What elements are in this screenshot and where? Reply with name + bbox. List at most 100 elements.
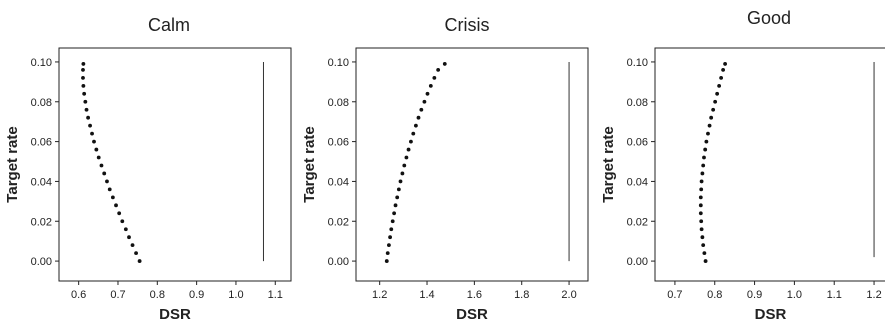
y-tick-label: 0.02 bbox=[627, 216, 648, 228]
panel-title: Calm bbox=[148, 15, 190, 35]
data-point bbox=[698, 211, 703, 216]
y-tick-label: 0.04 bbox=[31, 176, 52, 188]
data-point bbox=[699, 219, 704, 224]
data-point bbox=[81, 62, 86, 66]
plot-frame bbox=[355, 47, 589, 282]
x-tick-label: 1.1 bbox=[268, 289, 283, 301]
data-point bbox=[84, 107, 89, 112]
x-tick-label: 1.2 bbox=[866, 289, 881, 301]
data-point bbox=[703, 147, 708, 152]
y-tick-label: 0.00 bbox=[31, 256, 52, 268]
data-point bbox=[711, 107, 716, 112]
y-tick-label: 0.02 bbox=[328, 216, 349, 228]
y-tick-label: 0.10 bbox=[328, 57, 349, 69]
data-point bbox=[409, 139, 413, 144]
data-point bbox=[704, 139, 709, 144]
data-point bbox=[419, 107, 424, 112]
data-point bbox=[83, 99, 88, 104]
y-axis-label: Target rate bbox=[4, 126, 21, 202]
panel-title: Crisis bbox=[445, 15, 490, 35]
data-point bbox=[715, 91, 720, 96]
y-axis-label: Target rate bbox=[600, 126, 617, 202]
data-point bbox=[699, 227, 704, 232]
x-tick-label: 0.8 bbox=[150, 289, 165, 301]
y-tick-label: 0.10 bbox=[31, 57, 52, 69]
data-point bbox=[105, 179, 109, 184]
data-point bbox=[102, 171, 107, 176]
data-point bbox=[137, 259, 142, 263]
data-point bbox=[384, 259, 389, 263]
x-tick-label: 0.7 bbox=[110, 289, 125, 301]
data-point bbox=[395, 195, 400, 200]
x-tick-label: 1.0 bbox=[787, 289, 802, 301]
data-point bbox=[703, 259, 708, 263]
data-point bbox=[130, 243, 135, 248]
panel-title: Good bbox=[747, 8, 791, 28]
y-tick-label: 0.00 bbox=[328, 256, 349, 268]
data-point bbox=[393, 203, 398, 208]
data-point bbox=[699, 179, 704, 184]
data-point bbox=[701, 163, 706, 168]
x-tick-label: 1.2 bbox=[372, 289, 387, 301]
data-point bbox=[389, 227, 394, 232]
data-point bbox=[96, 155, 101, 160]
y-tick-label: 0.00 bbox=[627, 256, 648, 268]
data-point bbox=[406, 147, 411, 152]
chart-panel-3: Good 0.7 0.8 0.9 1.0 1.1 1.2 0.00 0.02 0.04 0.06 0.… bbox=[600, 8, 885, 323]
data-point bbox=[388, 235, 392, 240]
x-tick-label: 1.0 bbox=[228, 289, 243, 301]
data-point bbox=[723, 62, 727, 66]
x-axis-label: DSR bbox=[456, 306, 488, 323]
y-tick-label: 0.06 bbox=[31, 137, 52, 149]
data-point bbox=[120, 219, 125, 224]
x-tick-label: 0.9 bbox=[189, 289, 204, 301]
plot-frame bbox=[58, 47, 292, 282]
data-point bbox=[416, 115, 421, 120]
data-point bbox=[404, 155, 409, 160]
x-tick-label: 1.1 bbox=[827, 289, 842, 301]
data-point bbox=[706, 131, 710, 136]
data-point bbox=[413, 123, 418, 128]
data-point bbox=[698, 195, 703, 200]
x-tick-label: 0.7 bbox=[667, 289, 682, 301]
data-point bbox=[698, 203, 703, 208]
data-point bbox=[107, 187, 112, 192]
data-point bbox=[110, 195, 115, 200]
chart-panel-1: Calm 0.6 0.7 0.8 0.9 1.0 1.1 0.00 0.02 0.04 0.06 0.… bbox=[4, 15, 292, 323]
data-point bbox=[396, 187, 401, 192]
data-point bbox=[81, 75, 85, 80]
data-point bbox=[114, 203, 118, 208]
data-point bbox=[436, 68, 441, 72]
y-tick-label: 0.04 bbox=[328, 176, 349, 188]
data-point bbox=[127, 235, 131, 240]
y-tick-label: 0.08 bbox=[328, 97, 349, 109]
data-point bbox=[709, 115, 714, 120]
data-point bbox=[400, 171, 405, 176]
data-point bbox=[117, 211, 122, 216]
data-point bbox=[134, 251, 138, 256]
data-point bbox=[701, 243, 706, 248]
data-point bbox=[721, 68, 726, 72]
x-axis-label: DSR bbox=[755, 306, 787, 323]
data-point bbox=[700, 171, 705, 176]
x-axis-label: DSR bbox=[159, 306, 191, 323]
y-tick-label: 0.08 bbox=[627, 97, 648, 109]
data-point bbox=[81, 83, 86, 88]
plot-frame bbox=[654, 47, 885, 282]
x-tick-label: 0.6 bbox=[71, 289, 86, 301]
data-point bbox=[717, 83, 722, 88]
data-point bbox=[713, 99, 718, 104]
y-tick-label: 0.08 bbox=[31, 97, 52, 109]
data-point bbox=[92, 139, 96, 144]
y-tick-label: 0.06 bbox=[328, 137, 349, 149]
data-point bbox=[702, 155, 706, 160]
y-tick-label: 0.02 bbox=[31, 216, 52, 228]
x-tick-label: 1.4 bbox=[419, 289, 434, 301]
y-tick-label: 0.04 bbox=[627, 176, 648, 188]
data-point bbox=[719, 75, 724, 80]
chart-panel-2: Crisis 1.2 1.4 1.6 1.8 2.0 0.00 0.02 0.04 0.06 0.0… bbox=[301, 15, 589, 323]
x-tick-label: 0.8 bbox=[707, 289, 722, 301]
data-point bbox=[81, 68, 85, 72]
x-tick-label: 2.0 bbox=[561, 289, 576, 301]
